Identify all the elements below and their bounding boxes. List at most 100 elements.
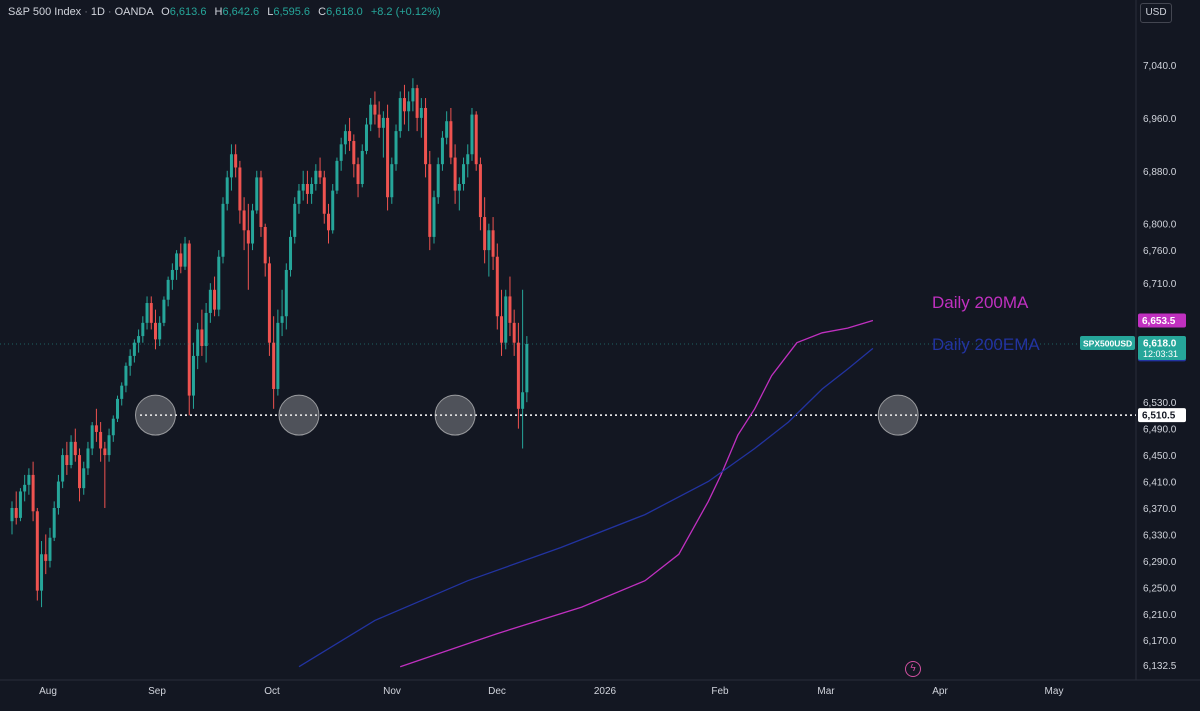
price-tick-label: 6,880.0 [1143, 167, 1177, 178]
candle-body [466, 154, 470, 165]
price-tick-label: 6,170.0 [1143, 636, 1177, 647]
candle-body [183, 243, 187, 267]
candle-body [440, 137, 444, 165]
price-tick-label: 6,800.0 [1143, 220, 1177, 231]
candle-body [411, 88, 415, 102]
candle-body [318, 170, 322, 178]
candle-body [293, 203, 297, 237]
price-tick-label: 6,370.0 [1143, 504, 1177, 515]
candle-body [487, 230, 491, 251]
candle-body [428, 164, 432, 237]
candle-body [280, 316, 284, 323]
symbol-name[interactable]: S&P 500 Index [8, 6, 82, 18]
candle-body [453, 157, 457, 191]
price-axis[interactable]: 7,040.0 6,960.0 6,880.0 6,800.0 6,760.0 6,710… [1143, 61, 1177, 672]
candle-body [90, 425, 94, 449]
candle-body [301, 184, 305, 191]
candle-body [65, 455, 69, 465]
candle-body [289, 236, 293, 270]
candle-body [348, 131, 352, 142]
candle-body [470, 114, 474, 155]
candle-body [284, 269, 288, 317]
interval[interactable]: 1D [90, 6, 105, 18]
price-tick-label: 6,530.0 [1143, 398, 1177, 409]
support-circles [134, 394, 919, 436]
candle-body [103, 448, 107, 456]
candle-body [504, 296, 508, 343]
candle-body [52, 507, 56, 538]
candle-body [153, 322, 157, 340]
candle-body [120, 385, 124, 399]
candle-body [238, 167, 242, 211]
time-tick-label: Oct [264, 686, 280, 697]
candle-body [10, 507, 14, 522]
candle-body [196, 329, 200, 356]
candle-body [14, 507, 18, 518]
currency-button[interactable]: USD [1140, 3, 1172, 23]
candle-body [495, 256, 499, 317]
candle-body [373, 104, 377, 115]
candle-body [27, 474, 31, 485]
candle-body [305, 184, 309, 194]
candle-body [73, 441, 77, 456]
current-price-bg [1138, 336, 1186, 361]
candle-body [394, 131, 398, 165]
candle-body [525, 344, 529, 393]
price-tick-label: 6,710.0 [1143, 279, 1177, 290]
candle-body [424, 107, 428, 165]
lightning-icon[interactable]: ϟ [905, 661, 921, 677]
candle-body [255, 177, 259, 211]
support-circle [434, 394, 476, 436]
candle-body [398, 98, 402, 132]
candle-body [343, 131, 347, 145]
candle-body [246, 230, 250, 244]
candle-body [310, 184, 314, 194]
price-tick-label: 6,410.0 [1143, 478, 1177, 489]
separator: · [84, 6, 88, 18]
candle-body [107, 435, 111, 456]
candle-body [259, 177, 263, 227]
candle-body [162, 299, 166, 323]
candle-body [352, 141, 356, 165]
candle-body [386, 117, 390, 198]
series-line-1 [298, 347, 874, 668]
candle-body [23, 484, 27, 492]
time-axis[interactable]: Aug Sep Oct Nov Dec 2026 Feb Mar Apr May [39, 686, 1063, 697]
candle-body [221, 203, 225, 257]
price-tick-label: 6,960.0 [1143, 114, 1177, 125]
candle-body [179, 253, 183, 267]
grid [0, 0, 1200, 681]
support-price-label: 6,510.5 [1142, 411, 1176, 422]
candle-body [40, 554, 44, 591]
low-value: 6,595.6 [273, 6, 311, 18]
symbol-header: S&P 500 Index · 1D · OANDA O6,613.6 H6,642.6… [8, 4, 441, 20]
candle-body [187, 243, 191, 396]
candle-body [436, 164, 440, 198]
candle-body [225, 177, 229, 204]
time-tick-label: Mar [817, 686, 835, 697]
candle-body [128, 355, 132, 366]
time-tick-label: Aug [39, 686, 57, 697]
candle-body [18, 491, 22, 518]
time-tick-label: Feb [711, 686, 729, 697]
high-value: 6,642.6 [222, 6, 260, 18]
candle-body [267, 263, 271, 343]
candle-body [331, 190, 335, 231]
current-price-value: 6,618.0 [1143, 339, 1177, 350]
time-tick-label: Nov [383, 686, 401, 697]
countdown-value: 12:03:31 [1143, 349, 1178, 359]
candle-body [124, 365, 128, 386]
candle-body [457, 184, 461, 191]
candle-body [508, 296, 512, 323]
candle-body [251, 210, 255, 244]
high-label: H [214, 6, 223, 18]
candle-body [204, 312, 208, 346]
candle-body [78, 455, 82, 489]
candle-body [48, 537, 52, 561]
open-label: O [161, 6, 170, 18]
separator: · [107, 6, 112, 18]
price-tick-label: 6,290.0 [1143, 557, 1177, 568]
open-value: 6,613.6 [169, 6, 207, 18]
